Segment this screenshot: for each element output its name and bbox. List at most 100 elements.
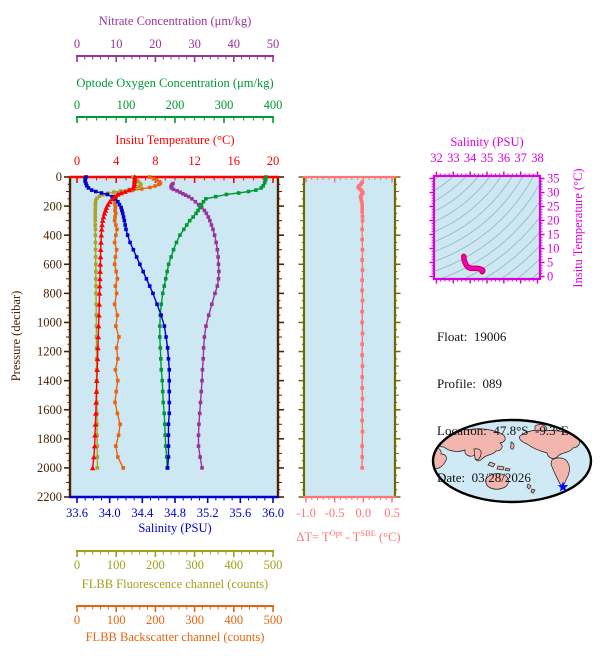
tick-label: 16 [228, 154, 241, 168]
tick-label: 0 [547, 270, 553, 284]
series-optode_oxygen [158, 175, 268, 470]
tick-label: -0.5 [325, 506, 345, 520]
tick-label: 100 [107, 558, 126, 572]
tick-label: 35 [547, 172, 560, 186]
tick-label: 34.4 [131, 506, 154, 520]
tick-label: 33 [447, 151, 460, 165]
tick-label: 800 [43, 287, 62, 301]
tick-label: 34.0 [99, 506, 121, 520]
tick-label: 1800 [37, 432, 62, 446]
tick-label: 2000 [37, 461, 62, 475]
tick-label: 500 [264, 613, 283, 627]
tick-label: 1200 [37, 345, 62, 359]
tick-label: 0 [74, 613, 80, 627]
tick-label: 2200 [37, 490, 62, 504]
tick-label: 35 [481, 151, 494, 165]
backscatter-axis-title: FLBB Backscatter channel (counts) [85, 630, 265, 644]
tick-label: 30 [188, 37, 201, 51]
tick-label: 32 [430, 151, 443, 165]
pressure-axis-title: Pressure (decibar) [9, 290, 23, 382]
fluorescence-axis: 0 100 200 300 400 500 [74, 550, 283, 572]
tick-label: 10 [110, 37, 123, 51]
tick-label: 100 [107, 613, 126, 627]
tick-label: 300 [185, 613, 204, 627]
nitrate-axis-title: Nitrate Concentration (μm/kg) [98, 14, 252, 28]
series-salinity [83, 175, 172, 470]
main-profile-series [83, 174, 268, 471]
tick-label: 0 [74, 154, 80, 168]
tick-label: 200 [166, 98, 185, 112]
profile-number: Profile: 089 [437, 375, 502, 391]
ts-temperature-axis-title: Insitu Temperature (°C) [571, 168, 585, 288]
tick-label: 20 [149, 37, 162, 51]
tick-label: 38 [531, 151, 544, 165]
tick-label: -1.0 [296, 506, 316, 520]
tick-label: 5 [547, 256, 553, 270]
float-location: Location: 47.8°S -9.3°E [437, 422, 569, 438]
fluorescence-axis-title: FLBB Fluorescence channel (counts) [81, 577, 269, 591]
backscatter-axis: 0 100 200 300 400 500 [74, 605, 283, 627]
tick-label: 1400 [37, 374, 62, 388]
map-group [431, 418, 593, 504]
tick-label: 300 [185, 558, 204, 572]
tick-label: 0 [74, 558, 80, 572]
tick-label: 0.0 [356, 506, 372, 520]
tick-label: 30 [547, 186, 560, 200]
tick-label: 10 [547, 242, 560, 256]
ts-salinity-axis-title: Salinity (PSU) [450, 135, 524, 149]
delta-t-axis-title: ΔT= TOpt - TSBE (°C) [296, 528, 401, 545]
tick-label: 300 [215, 98, 234, 112]
delta-t-panel: -1.0 -0.5 0.0 0.5 [296, 175, 401, 520]
tick-label: 400 [224, 558, 243, 572]
tick-label: 500 [264, 558, 283, 572]
tick-label: 36.0 [262, 506, 284, 520]
map-land [433, 424, 580, 494]
tick-label: 34 [464, 151, 477, 165]
tick-label: 0.5 [384, 506, 400, 520]
tick-label: 20 [267, 154, 280, 168]
tick-label: 12 [188, 154, 201, 168]
tick-label: 35.2 [197, 506, 219, 520]
ts-curve [462, 254, 485, 274]
tick-label: 200 [146, 613, 165, 627]
tick-label: 600 [43, 257, 62, 271]
tick-label: 25 [547, 200, 560, 214]
tick-label: 35.6 [229, 506, 251, 520]
series-flbb_backscatter [112, 175, 163, 470]
float-location-star [557, 481, 569, 492]
tick-label: 4 [113, 154, 120, 168]
tick-label: 40 [228, 37, 241, 51]
tick-label: 200 [146, 558, 165, 572]
tick-label: 36 [498, 151, 511, 165]
tick-label: 0 [74, 37, 80, 51]
tick-label: 33.6 [66, 506, 88, 520]
profile-date: Date: 03/28/2026 [437, 469, 531, 485]
tick-label: 0 [74, 98, 80, 112]
tick-label: 0 [56, 170, 62, 184]
plot-backgrounds [70, 176, 540, 497]
tick-label: 37 [514, 151, 527, 165]
oxygen-axis: 0 100 200 300 400 [74, 98, 283, 123]
tick-label: 34.8 [164, 506, 186, 520]
tick-label: 400 [43, 228, 62, 242]
tick-label: 1000 [37, 316, 62, 330]
tick-label: 400 [264, 98, 283, 112]
series-insitu_temperature [89, 174, 138, 471]
tick-label: 400 [224, 613, 243, 627]
tick-label: 100 [117, 98, 136, 112]
series-delta_t [356, 180, 365, 470]
float-info-block: Float: 19006 Profile: 089 Location: 47.8… [437, 298, 569, 516]
tick-label: 1600 [37, 403, 62, 417]
nitrate-axis: 0 10 20 30 40 50 [74, 37, 279, 62]
world-map [431, 418, 593, 504]
tick-label: 8 [152, 154, 158, 168]
oxygen-axis-title: Optode Oxygen Concentration (μm/kg) [76, 76, 274, 90]
tick-label: 15 [547, 228, 560, 242]
float-id: Float: 19006 [437, 329, 507, 345]
tick-label: 50 [267, 37, 280, 51]
tick-label: 20 [547, 214, 560, 228]
main-plot-frame: 0200400600800100012001400160018002000220… [37, 154, 284, 520]
